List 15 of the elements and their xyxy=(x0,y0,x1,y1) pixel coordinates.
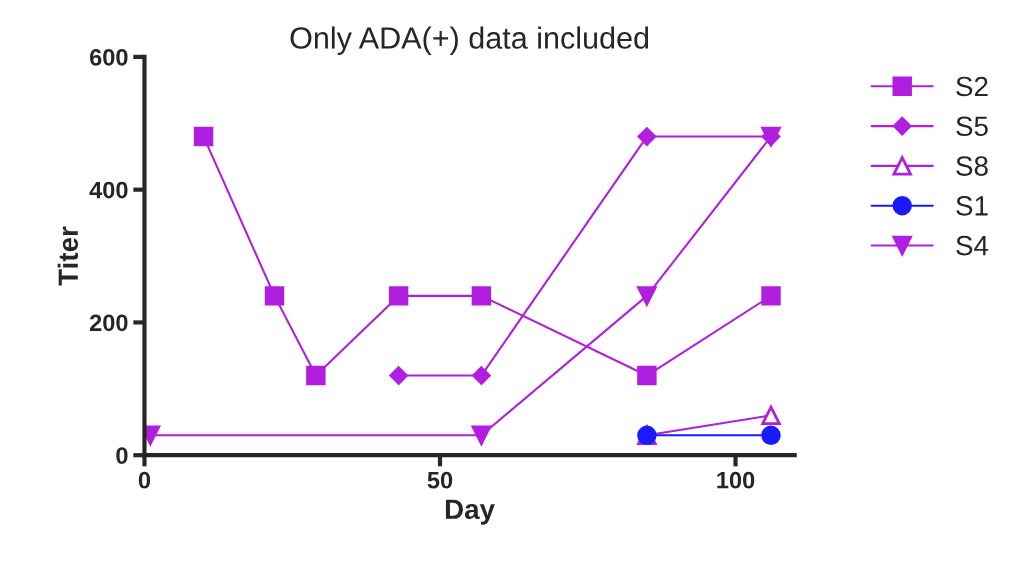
x-tick-label: 0 xyxy=(138,471,151,489)
y-tick-label: 400 xyxy=(89,181,128,199)
y-tick-label: 600 xyxy=(89,48,128,66)
y-tick-label: 0 xyxy=(116,447,128,464)
chart-title: Only ADA(+) data included xyxy=(290,26,649,55)
legend-label: S1 xyxy=(956,195,988,216)
legend-label: S2 xyxy=(956,76,988,97)
legend-label: S4 xyxy=(956,235,989,256)
legend-label: S5 xyxy=(956,116,988,137)
x-tick-label: 50 xyxy=(427,471,453,489)
y-tick-label: 200 xyxy=(89,314,128,332)
x-tick-label: 100 xyxy=(717,471,755,489)
legend-label: S8 xyxy=(956,156,988,176)
y-axis-title: Titer xyxy=(57,226,79,286)
x-axis-title: Day xyxy=(445,499,495,525)
